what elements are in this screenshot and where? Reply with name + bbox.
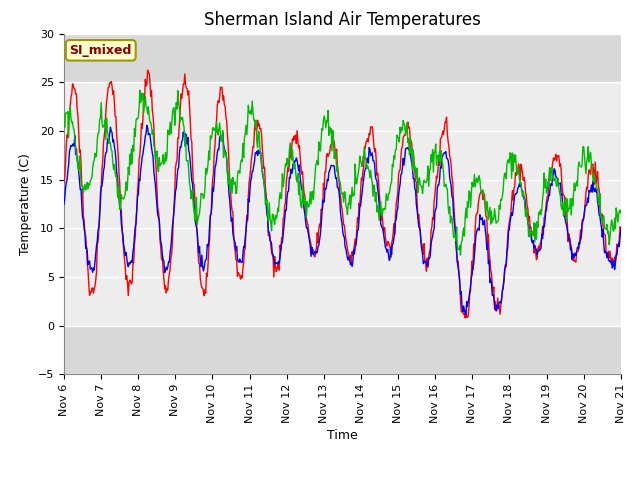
Bar (64, 82, 621, 326)
Text: SI_mixed: SI_mixed (70, 44, 132, 57)
Title: Sherman Island Air Temperatures: Sherman Island Air Temperatures (204, 11, 481, 29)
Y-axis label: Temperature (C): Temperature (C) (19, 153, 33, 255)
X-axis label: Time: Time (327, 429, 358, 442)
